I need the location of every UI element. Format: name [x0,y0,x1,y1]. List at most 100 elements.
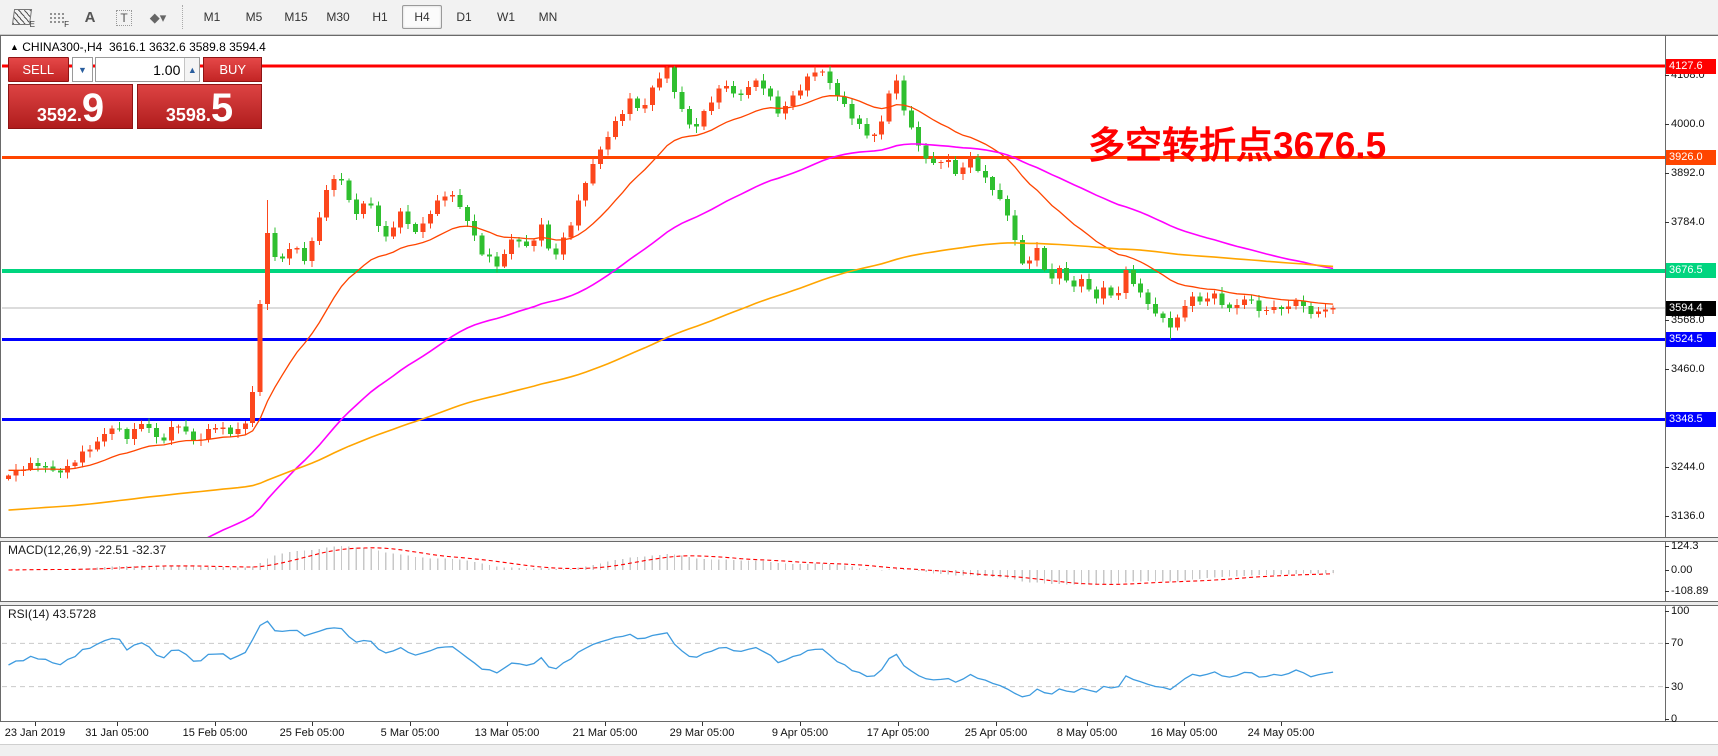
time-tick [702,722,703,726]
timeframe-w1[interactable]: W1 [497,10,515,24]
time-axis-line[interactable] [0,721,1718,722]
grid-icon-glyph [48,12,64,25]
time-label: 15 Feb 05:00 [182,727,248,739]
time-tick [898,722,899,726]
toolbar-icon-group: E F A T ◆▾ [8,4,178,30]
time-label: 21 Mar 05:00 [572,727,638,739]
volume-field-wrap: ▲ [95,57,201,82]
candle-series [6,66,1336,482]
time-label: 29 Mar 05:00 [669,727,735,739]
rsi-panel[interactable] [2,604,1665,720]
time-tick [507,722,508,726]
timeframe-mn[interactable]: MN [538,10,558,24]
timeframe-m15[interactable]: M15 [284,10,308,24]
sell-price-pip: 9 [81,86,105,130]
price-tick-3244.0: 3244.0 [1665,461,1705,473]
objects-icon[interactable]: ◆▾ [144,4,172,30]
main-macd-splitter[interactable] [0,537,1718,542]
price-tick-3136.0: 3136.0 [1665,510,1705,522]
toolbar-separator [182,5,184,29]
main-price-chart[interactable]: 多空转折点3676.5 [2,36,1665,537]
price-tick-3784.0: 3784.0 [1665,216,1705,228]
fast-ma [8,95,1334,471]
price-label-3676.5: 3676.5 [1666,263,1716,279]
macd-rsi-splitter[interactable] [0,601,1718,606]
time-label: 9 Apr 05:00 [771,727,829,739]
grid-icon[interactable]: F [42,4,70,30]
buy-price-tile[interactable]: 3598. 5 [137,84,262,129]
label-icon[interactable]: A [76,4,104,30]
time-label: 25 Feb 05:00 [279,727,345,739]
time-tick [312,722,313,726]
time-label: 13 Mar 05:00 [474,727,540,739]
timeframe-group: M1 M5 M15 M30 H1 H4 D1 W1 MN [192,5,570,29]
sell-button[interactable]: SELL [8,57,69,82]
time-label: 25 Apr 05:00 [964,727,1028,739]
sell-price-tile[interactable]: 3592. 9 [8,84,133,129]
ohlc-open: 3616.1 [108,40,146,54]
chart-top-border [0,35,1718,36]
rsi-label: RSI(14) 43.5728 [8,607,97,621]
chart-annotation[interactable]: 多空转折点3676.5 [1088,125,1386,166]
time-tick [605,722,606,726]
textbox-icon-glyph: T [116,10,132,26]
rsi-tick-0: 0 [1664,713,1678,725]
objects-icon-glyph: ◆▾ [149,10,167,25]
price-label-3348.5: 3348.5 [1666,412,1716,428]
price-label-3594.4: 3594.4 [1666,300,1716,316]
time-tick [215,722,216,726]
one-click-trading-panel: SELL ▼ ▲ BUY 3592.9 3598.5 [8,57,262,129]
ohlc-high: 3632.6 [149,40,186,54]
timeframe-m1[interactable]: M1 [203,10,221,24]
medium-ma [207,143,1334,537]
time-tick [1087,722,1088,726]
volume-step-up-button[interactable]: ▲ [184,58,200,81]
collapse-triangle-icon[interactable]: ▲ [10,42,19,52]
label-icon-glyph: A [84,9,96,26]
price-label-3524.5: 3524.5 [1666,332,1716,348]
indicators-icon[interactable]: E [8,4,36,30]
time-tick [1281,722,1282,726]
rsi-tick-30: 30 [1664,680,1684,693]
macd-histogram [15,546,1334,585]
buy-price-pip: 5 [210,86,234,130]
macd-signal-line [8,547,1334,585]
ohlc-low: 3589.8 [189,40,226,54]
timeframe-h1[interactable]: H1 [372,10,388,24]
timeframe-m5[interactable]: M5 [245,10,263,24]
slow-ma [8,242,1334,511]
macd-tick--108.89: -108.89 [1664,585,1709,598]
buy-price-dot: . [205,105,211,125]
price-tick-3460.0: 3460.0 [1665,363,1705,375]
grid-icon-sub: F [64,20,69,29]
ohlc-close: 3594.4 [229,40,266,54]
price-tick-3568.0: 3568.0 [1665,314,1705,326]
time-label: 31 Jan 05:00 [85,727,149,739]
volume-input[interactable] [96,58,185,81]
price-tick-3892.0: 3892.0 [1665,167,1705,179]
timeframe-m30[interactable]: M30 [326,10,350,24]
time-tick [800,722,801,726]
rsi-tick-100: 100 [1664,605,1690,617]
macd-panel[interactable] [2,540,1665,601]
time-label: 24 May 05:00 [1247,727,1315,739]
window-bottom-strip [0,744,1718,756]
time-tick [35,722,36,726]
symbol-name: CHINA300-,H4 [22,40,103,54]
macd-tick-124.3: 124.3 [1665,540,1699,552]
buy-button[interactable]: BUY [203,57,262,82]
ohlc-header: ▲ CHINA300-,H4 3616.1 3632.6 3589.8 3594… [10,40,266,54]
time-label: 8 May 05:00 [1056,727,1118,739]
price-label-3926.0: 3926.0 [1666,150,1716,166]
textbox-icon[interactable]: T [110,4,138,30]
time-label: 16 May 05:00 [1150,727,1218,739]
timeframe-h4[interactable]: H4 [402,5,442,29]
price-tick-4000.0: 4000.0 [1665,118,1705,130]
time-tick [117,722,118,726]
volume-step-down-button[interactable]: ▼ [71,57,94,82]
timeframe-d1[interactable]: D1 [456,10,472,24]
toolbar: E F A T ◆▾ M1 M5 M15 M30 H1 H4 D1 W1 MN [0,0,1718,35]
buy-price-main: 3598 [165,105,206,125]
time-label: 17 Apr 05:00 [866,727,930,739]
price-axis-line[interactable] [1665,36,1666,721]
